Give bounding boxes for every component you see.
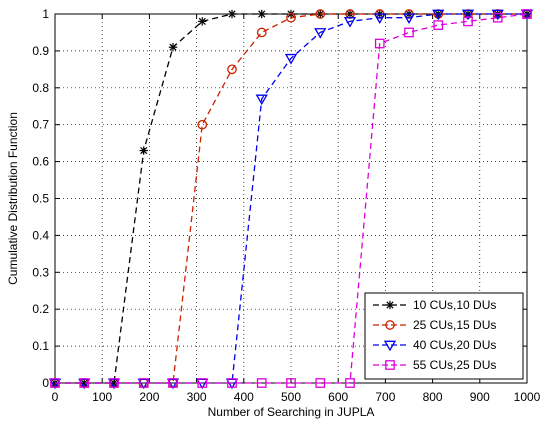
data-point [79,378,90,388]
data-point [255,94,268,106]
data-point [491,9,504,21]
x-tick-label: 200 [139,390,159,404]
x-tick-label: 900 [470,390,490,404]
data-point [314,28,327,39]
legend-label: 55 CUs,25 DUs [413,358,496,372]
legend: 10 CUs,10 DUs 25 CUs,15 DUs 40 CUs,20 DUs 5… [364,292,524,380]
legend-entry: 55 CUs,25 DUs [373,358,496,372]
grid [55,14,527,383]
data-point [227,9,237,19]
x-tick-label: 600 [328,390,348,404]
data-point [492,12,503,23]
legend-entry: 40 CUs,20 DUs [373,338,496,352]
y-tick-label: 0.4 [32,228,49,242]
data-point [433,20,444,30]
data-point [256,378,267,388]
marker-stroke [198,17,206,25]
x-tick-label: 700 [375,390,395,404]
x-tick-label: 300 [187,390,207,404]
data-point [168,43,178,52]
x-tick-label: 500 [281,390,301,404]
legend-entry: 10 CUs,10 DUs [373,298,496,312]
data-point [374,38,385,49]
axis-ticks: 0 100 200 300 400 500 600 700 800 900 1000 0 0.1 0.2 0… [32,7,540,404]
data-point [256,27,267,38]
x-tick-label: 1000 [514,390,541,404]
marker-stroke [140,146,148,155]
data-point [139,146,148,155]
marker-stroke [228,10,236,18]
data-point [257,9,266,19]
legend-label: 25 CUs,15 DUs [413,318,496,332]
series-line [55,13,527,384]
legend-label: 10 CUs,10 DUs [413,298,496,312]
y-tick-label: 0.2 [32,302,49,316]
y-tick-label: 0.5 [32,192,49,206]
y-tick-label: 0.6 [32,155,49,169]
series-line [55,13,527,384]
y-tick-label: 0.8 [32,81,49,95]
data-point [286,378,296,388]
y-tick-label: 0.1 [32,339,49,353]
legend-marker [383,340,397,352]
data-point [197,119,208,130]
y-axis-label: Cumulative Distribution Function [6,112,20,285]
data-point [404,27,414,38]
marker-stroke [169,43,177,51]
data-point [432,9,445,21]
legend-entry: 25 CUs,15 DUs [373,318,496,332]
series-line [55,13,528,384]
data-point [461,9,475,21]
y-tick-label: 1 [42,7,49,21]
y-tick-label: 0.9 [32,44,49,58]
data-point [50,378,60,388]
data-point [315,9,326,19]
data-point [522,9,532,19]
x-tick-label: 0 [52,390,59,404]
data-point [197,378,208,388]
x-tick-label: 800 [423,390,443,404]
x-axis-label: Number of Searching in JUPLA [208,405,375,419]
data-point [463,16,473,27]
y-tick-label: 0.3 [32,265,49,279]
data-point [315,378,326,388]
data-point [373,13,386,24]
x-tick-label: 100 [92,390,112,404]
data-point [168,378,178,388]
series-line [55,13,527,384]
data-point [402,13,416,24]
data-point [198,17,207,26]
data-point [284,53,298,65]
marker-stroke [386,301,394,309]
legend-label: 40 CUs,20 DUs [413,338,496,352]
data-series [48,9,534,390]
data-point [345,378,355,388]
x-tick-label: 400 [234,390,254,404]
legend-marker [385,300,395,310]
legend-marker [385,320,395,330]
data-point [343,17,357,28]
data-point [227,64,237,75]
data-point [109,378,119,388]
y-tick-label: 0 [42,376,49,390]
y-tick-label: 0.7 [32,118,49,132]
legend-marker [385,360,395,370]
data-point [138,378,149,388]
marker-stroke [258,10,266,18]
data-point [286,12,296,23]
series-4 [50,9,532,388]
data-point [227,378,237,388]
